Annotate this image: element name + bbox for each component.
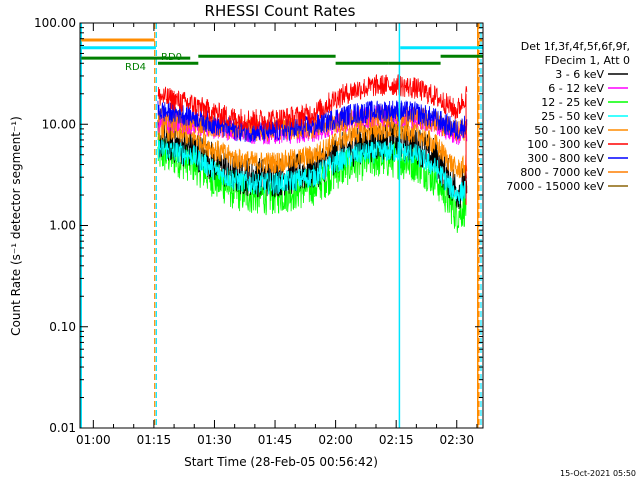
- y-tick-label-4: 100.00: [34, 16, 76, 30]
- legend-label-1: 6 - 12 keV: [548, 82, 604, 95]
- y-axis: 0.01 0.10 1.00 10.00 100.00: [34, 16, 483, 435]
- annotation-rd0: RD0: [161, 52, 182, 63]
- legend-label-8: 7000 - 15000 keV: [506, 180, 604, 193]
- x-tick-label-5: 02:15: [379, 433, 414, 447]
- legend-header-line-1: Det 1f,3f,4f,5f,6f,9f,: [521, 40, 630, 53]
- y-tick-label-0: 0.01: [49, 421, 76, 435]
- y-axis-label: Count Rate (s⁻¹ detector segment⁻¹): [9, 116, 23, 336]
- timestamp: 15-Oct-2021 05:50: [560, 469, 636, 478]
- y-tick-label-3: 10.00: [42, 117, 76, 131]
- x-tick-label-3: 01:45: [258, 433, 293, 447]
- x-tick-label-6: 02:30: [439, 433, 474, 447]
- x-tick-label-2: 01:30: [197, 433, 232, 447]
- chart-title: RHESSI Count Rates: [205, 2, 356, 20]
- annotation-rd4: RD4: [125, 62, 146, 73]
- legend-label-0: 3 - 6 keV: [555, 68, 604, 81]
- legend-header-line-2: FDecim 1, Att 0: [545, 54, 630, 67]
- legend-label-6: 300 - 800 keV: [527, 152, 604, 165]
- y-tick-label-2: 1.00: [49, 219, 76, 233]
- y-tick-label-1: 0.10: [49, 320, 76, 334]
- series-line-300-800kev: [157, 100, 468, 143]
- legend-label-2: 12 - 25 keV: [541, 96, 604, 109]
- x-tick-label-0: 01:00: [76, 433, 111, 447]
- x-tick-label-1: 01:15: [137, 433, 172, 447]
- series-line-50-100kev: [157, 118, 468, 179]
- legend: Det 1f,3f,4f,5f,6f,9f,FDecim 1, Att 03 -…: [506, 40, 630, 193]
- legend-label-4: 50 - 100 keV: [534, 124, 604, 137]
- series-line-100-300kev: [157, 73, 468, 131]
- legend-label-5: 100 - 300 keV: [527, 138, 604, 151]
- plot-area: [157, 73, 468, 233]
- legend-label-7: 800 - 7000 keV: [520, 166, 604, 179]
- x-tick-label-4: 02:00: [318, 433, 353, 447]
- x-axis-label: Start Time (28-Feb-05 00:56:42): [184, 455, 378, 469]
- legend-label-3: 25 - 50 keV: [541, 110, 604, 123]
- x-axis: 01:00 01:15 01:30 01:45 02:00 02:15 02:30: [76, 23, 478, 447]
- series-line-25-50kev: [157, 137, 468, 205]
